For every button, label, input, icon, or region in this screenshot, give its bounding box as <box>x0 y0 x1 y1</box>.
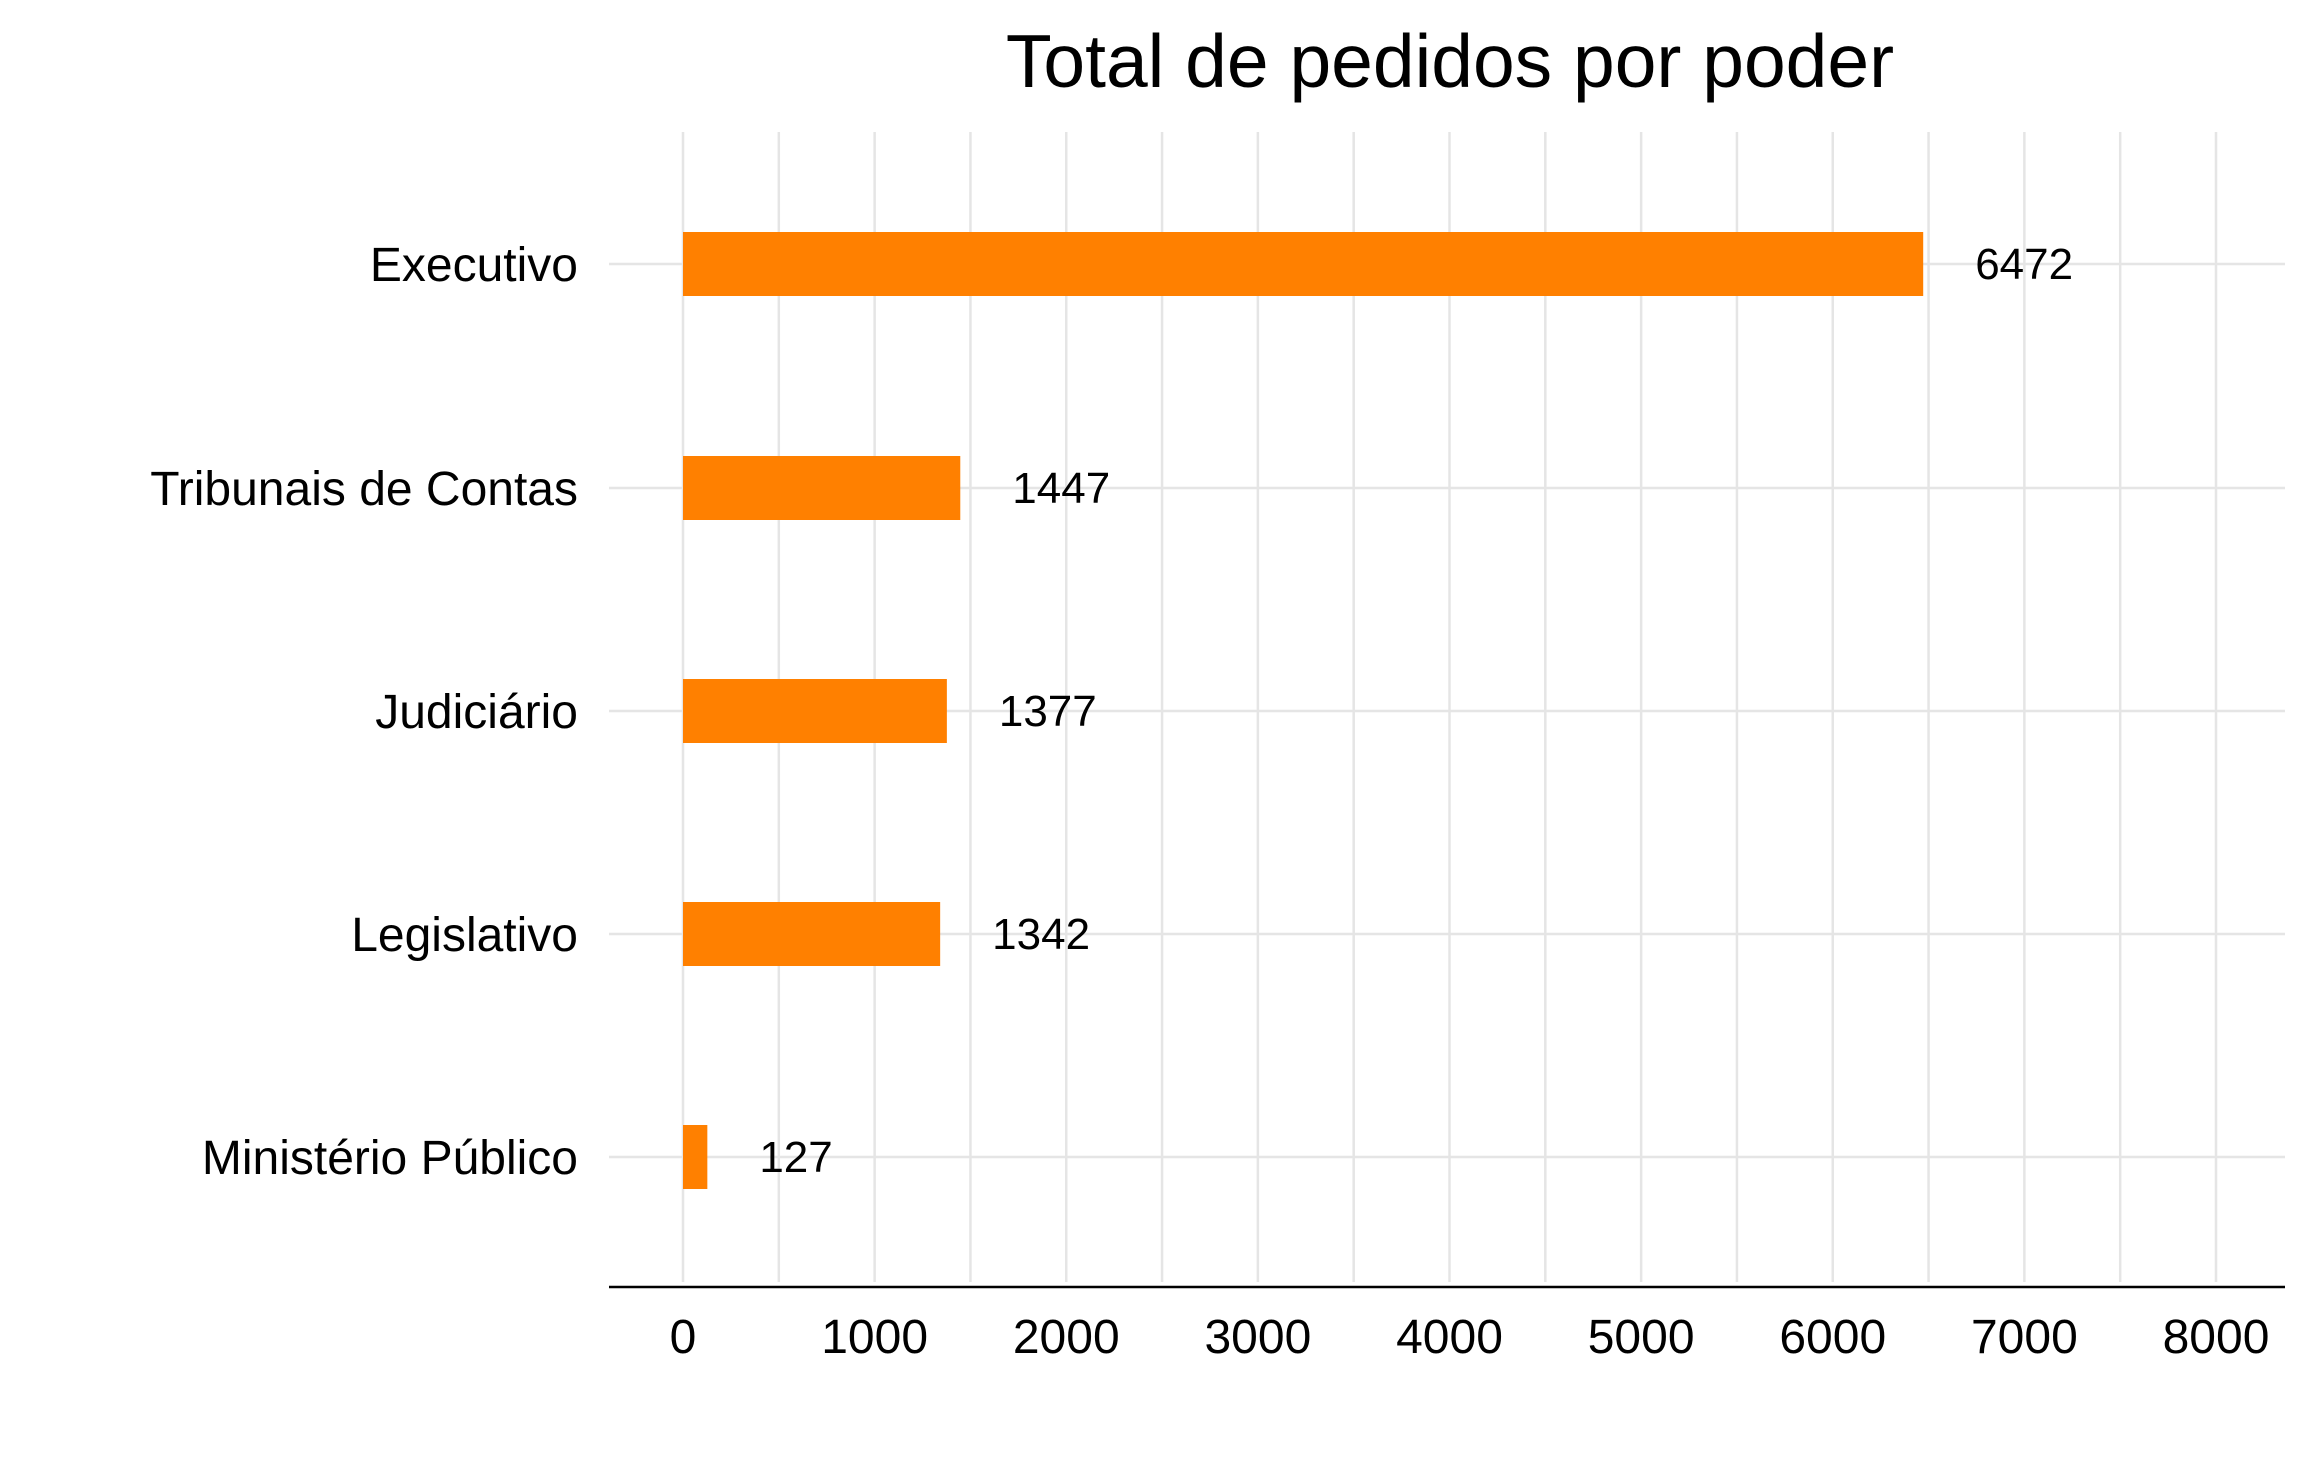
x-tick-label: 0 <box>670 1311 697 1364</box>
data-label: 1342 <box>992 910 1090 959</box>
bars <box>683 232 1924 1189</box>
bar <box>683 902 941 966</box>
category-label: Legislativo <box>351 909 578 962</box>
category-label: Judiciário <box>375 686 578 739</box>
data-label: 127 <box>759 1133 832 1182</box>
bar <box>683 1125 708 1189</box>
chart-title: Total de pedidos por poder <box>1006 19 1894 103</box>
x-tick-label: 4000 <box>1396 1311 1503 1364</box>
x-tick-label: 5000 <box>1588 1311 1695 1364</box>
x-tick-label: 1000 <box>821 1311 928 1364</box>
x-tick-label: 3000 <box>1204 1311 1311 1364</box>
data-label: 1377 <box>999 687 1097 736</box>
data-label: 6472 <box>1975 240 2073 289</box>
x-axis: 0 1000 2000 3000 4000 5000 6000 7000 8000 <box>609 1285 2285 1364</box>
x-tick-label: 2000 <box>1013 1311 1120 1364</box>
category-label: Tribunais de Contas <box>150 463 578 516</box>
bar <box>683 456 961 520</box>
bar <box>683 232 1924 296</box>
x-tick-label: 7000 <box>1971 1311 2078 1364</box>
bar <box>683 679 947 743</box>
x-tick-label: 6000 <box>1779 1311 1886 1364</box>
x-tick-label: 8000 <box>2163 1311 2270 1364</box>
category-label: Executivo <box>370 239 578 292</box>
category-label: Ministério Público <box>202 1132 578 1185</box>
labels: Executivo 6472 Tribunais de Contas 1447 Judi… <box>150 239 2073 1185</box>
data-label: 1447 <box>1012 464 1110 513</box>
